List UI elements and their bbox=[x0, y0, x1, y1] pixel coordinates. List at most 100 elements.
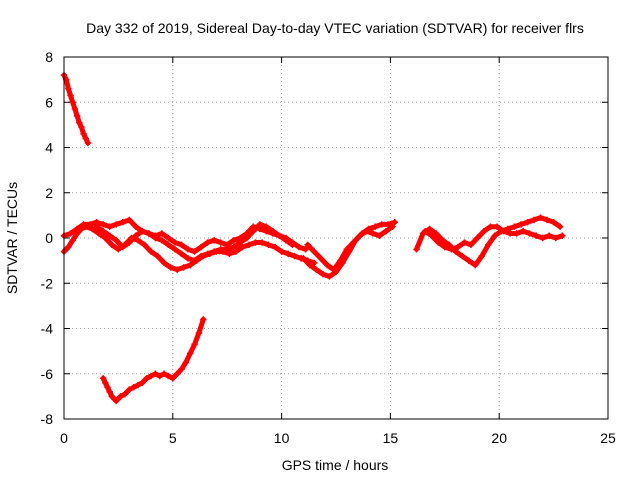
data-point bbox=[160, 370, 168, 377]
data-point bbox=[485, 241, 492, 248]
data-point bbox=[197, 243, 205, 251]
data-point bbox=[204, 239, 211, 246]
data-point bbox=[152, 234, 159, 242]
data-point bbox=[191, 248, 198, 255]
data-point bbox=[224, 246, 231, 253]
data-point bbox=[191, 341, 198, 348]
data-point bbox=[389, 223, 396, 230]
data-point bbox=[99, 228, 107, 235]
data-point bbox=[180, 264, 187, 271]
data-point bbox=[422, 228, 429, 235]
data-point bbox=[311, 248, 318, 255]
data-point bbox=[506, 230, 514, 237]
data-point bbox=[269, 228, 277, 235]
data-point bbox=[143, 375, 150, 382]
data-point bbox=[237, 239, 244, 246]
data-point bbox=[145, 230, 153, 237]
data-point bbox=[113, 237, 120, 244]
data-point bbox=[173, 370, 181, 377]
data-point bbox=[210, 237, 218, 244]
data-point bbox=[300, 255, 307, 262]
data-point bbox=[448, 246, 455, 253]
data-point bbox=[226, 250, 233, 258]
y-tick-label: 6 bbox=[45, 94, 53, 110]
data-point bbox=[217, 246, 224, 253]
data-point bbox=[147, 372, 155, 380]
chart-title: Day 332 of 2019, Sidereal Day-to-day VTE… bbox=[86, 20, 584, 36]
data-point bbox=[102, 234, 109, 242]
data-point bbox=[319, 271, 327, 278]
y-tick-label: -8 bbox=[41, 411, 54, 427]
data-point bbox=[160, 259, 168, 267]
data-point bbox=[256, 221, 264, 228]
data-point bbox=[121, 390, 129, 398]
data-point bbox=[552, 234, 559, 242]
data-point bbox=[454, 243, 462, 251]
data-point bbox=[435, 239, 442, 246]
data-point bbox=[413, 246, 420, 253]
data-point bbox=[158, 230, 166, 237]
data-point bbox=[230, 243, 237, 251]
data-point bbox=[526, 230, 533, 237]
data-point bbox=[139, 228, 146, 235]
data-point bbox=[65, 85, 72, 92]
data-point bbox=[171, 239, 179, 246]
data-point bbox=[271, 243, 279, 251]
data-point bbox=[282, 237, 290, 244]
data-point bbox=[426, 225, 433, 233]
data-point bbox=[106, 232, 113, 239]
data-point bbox=[480, 228, 488, 235]
data-point bbox=[158, 237, 166, 244]
data-point bbox=[556, 223, 564, 230]
data-point bbox=[337, 257, 344, 264]
data-point bbox=[191, 257, 198, 264]
axis-ticks: 0 5 10 15 20 25 -8 -6 -4 -2 0 2 4 6 8 bbox=[41, 49, 616, 446]
data-point bbox=[210, 248, 218, 255]
data-point bbox=[284, 250, 292, 258]
y-tick-label: -4 bbox=[41, 321, 54, 337]
data-point bbox=[371, 223, 379, 230]
data-point bbox=[295, 243, 303, 251]
data-point bbox=[276, 232, 283, 239]
data-point bbox=[134, 237, 142, 244]
data-point bbox=[73, 230, 81, 237]
data-point bbox=[82, 135, 89, 142]
data-point bbox=[326, 273, 333, 280]
data-point bbox=[217, 239, 224, 246]
data-point bbox=[546, 232, 553, 239]
y-tick-label: -6 bbox=[41, 366, 54, 382]
x-tick-label: 20 bbox=[491, 430, 507, 446]
grid bbox=[64, 57, 608, 419]
data-point bbox=[184, 246, 192, 253]
data-point bbox=[263, 223, 270, 230]
data-point bbox=[467, 241, 475, 248]
data-point bbox=[178, 241, 185, 248]
data-point bbox=[78, 123, 85, 131]
series-trace bbox=[422, 224, 565, 252]
data-point bbox=[132, 223, 140, 230]
data-point bbox=[119, 243, 126, 251]
data-point bbox=[126, 216, 133, 224]
data-point bbox=[391, 218, 398, 226]
data-point bbox=[511, 223, 518, 230]
data-point bbox=[465, 257, 472, 264]
data-point bbox=[141, 241, 148, 248]
data-point bbox=[474, 234, 481, 242]
data-point bbox=[543, 216, 551, 224]
data-point bbox=[439, 237, 446, 244]
data-point bbox=[67, 230, 74, 237]
data-point bbox=[245, 241, 253, 248]
data-point bbox=[106, 388, 113, 396]
data-point bbox=[204, 250, 211, 258]
data-point bbox=[93, 223, 100, 230]
x-tick-label: 10 bbox=[274, 430, 290, 446]
data-marks bbox=[60, 71, 566, 405]
data-point bbox=[113, 221, 120, 228]
data-point bbox=[165, 234, 172, 242]
data-point bbox=[95, 230, 103, 237]
data-point bbox=[154, 252, 161, 260]
data-point bbox=[187, 350, 194, 357]
y-tick-label: 2 bbox=[45, 185, 53, 201]
y-tick-label: -2 bbox=[41, 275, 54, 291]
data-point bbox=[65, 243, 72, 251]
